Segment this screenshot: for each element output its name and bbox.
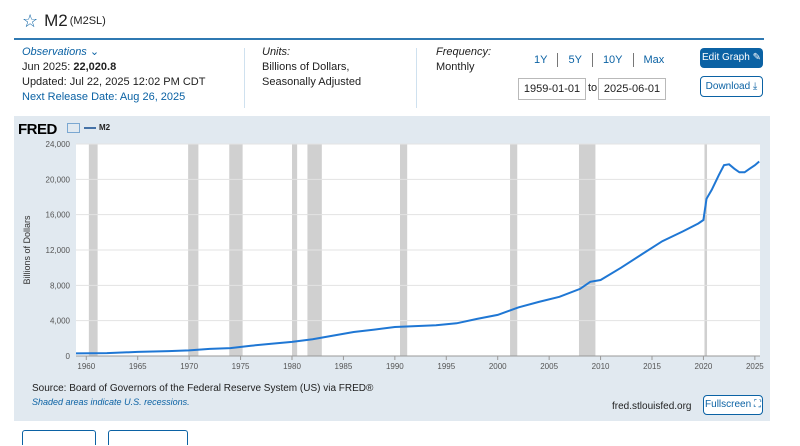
y-tick-label: 0 xyxy=(66,352,71,361)
x-tick-label: 1980 xyxy=(283,362,301,371)
range-10y-button[interactable]: 10Y xyxy=(593,53,634,67)
y-tick-label: 4,000 xyxy=(50,317,71,326)
frequency-label: Frequency: xyxy=(436,46,492,58)
date-to-label: to xyxy=(588,82,598,94)
tab-stub[interactable] xyxy=(108,430,188,445)
end-date-input[interactable]: 2025-06-01 xyxy=(598,78,666,100)
y-tick-label: 24,000 xyxy=(46,140,71,149)
latest-value: 22,020.8 xyxy=(73,61,117,73)
x-tick-label: 1970 xyxy=(180,362,198,371)
start-date-input[interactable]: 1959-01-01 xyxy=(518,78,586,100)
series-code: (M2SL) xyxy=(69,15,106,27)
x-tick-label: 1985 xyxy=(335,362,353,371)
y-tick-label: 20,000 xyxy=(46,175,71,184)
observations-dropdown[interactable]: Observations ⌄ xyxy=(22,46,100,58)
units-panel: Units: Billions of Dollars, Seasonally A… xyxy=(262,45,361,90)
download-icon: ⤓ xyxy=(752,81,758,92)
site-url: fred.stlouisfed.org xyxy=(612,401,692,412)
fullscreen-icon: ⛶ xyxy=(753,399,761,410)
x-tick-label: 1975 xyxy=(232,362,250,371)
meta-divider xyxy=(416,48,417,108)
units-line1: Billions of Dollars, xyxy=(262,61,350,73)
meta-divider xyxy=(244,48,245,108)
fullscreen-button[interactable]: Fullscreen ⛶ xyxy=(703,395,763,415)
mini-chart-icon xyxy=(67,123,80,133)
recession-note-link[interactable]: Shaded areas indicate U.S. recessions. xyxy=(32,397,190,407)
y-axis-label: Billions of Dollars xyxy=(22,215,32,285)
download-button[interactable]: Download ⤓ xyxy=(700,76,763,97)
series-title: M2 xyxy=(44,11,68,30)
units-line2: Seasonally Adjusted xyxy=(262,76,362,88)
source-text: Source: Board of Governors of the Federa… xyxy=(32,383,374,394)
x-tick-label: 2010 xyxy=(592,362,610,371)
x-tick-label: 2025 xyxy=(746,362,764,371)
updated-text: Updated: Jul 22, 2025 12:02 PM CDT xyxy=(22,76,206,88)
x-tick-label: 2020 xyxy=(695,362,713,371)
x-tick-label: 1995 xyxy=(437,362,455,371)
series-header: ☆ M2 (M2SL) xyxy=(22,10,106,32)
tab-stub[interactable] xyxy=(22,430,96,445)
edit-icon: ✎ xyxy=(752,52,761,63)
y-tick-label: 16,000 xyxy=(46,211,71,220)
x-tick-label: 1965 xyxy=(129,362,147,371)
edit-graph-button[interactable]: Edit Graph ✎ xyxy=(700,48,763,68)
fred-logo: FRED xyxy=(18,121,57,138)
range-5y-button[interactable]: 5Y xyxy=(558,53,593,67)
chevron-down-icon: ⌄ xyxy=(89,46,100,58)
latest-date: Jun 2025: xyxy=(22,61,71,73)
x-tick-label: 1960 xyxy=(77,362,95,371)
frequency-panel: Frequency: Monthly xyxy=(436,45,491,75)
next-release-text: Next Release Date: Aug 26, 2025 xyxy=(22,91,186,103)
units-label: Units: xyxy=(262,46,291,58)
y-tick-label: 12,000 xyxy=(46,246,71,255)
legend-label: M2 xyxy=(99,123,111,132)
m2-line-chart: 0 4,000 8,000 12,000 16,000 20,000 24,000 1960 1… xyxy=(22,140,764,371)
range-buttons: 1Y 5Y 10Y Max xyxy=(524,53,674,67)
chart-legend: M2 xyxy=(84,123,110,132)
legend-line-swatch xyxy=(84,126,96,129)
observations-panel: Observations ⌄ Jun 2025: 22,020.8 Update… xyxy=(22,45,205,105)
x-tick-label: 2015 xyxy=(643,362,661,371)
x-tick-label: 2000 xyxy=(489,362,507,371)
y-tick-label: 8,000 xyxy=(50,281,71,290)
x-tick-label: 2005 xyxy=(540,362,558,371)
star-icon[interactable]: ☆ xyxy=(22,11,39,31)
x-tick-label: 1990 xyxy=(386,362,404,371)
range-max-button[interactable]: Max xyxy=(643,54,665,66)
range-1y-button[interactable]: 1Y xyxy=(524,53,559,67)
header-divider xyxy=(14,38,764,40)
series-line-m2 xyxy=(75,160,760,355)
frequency-value: Monthly xyxy=(436,61,475,73)
